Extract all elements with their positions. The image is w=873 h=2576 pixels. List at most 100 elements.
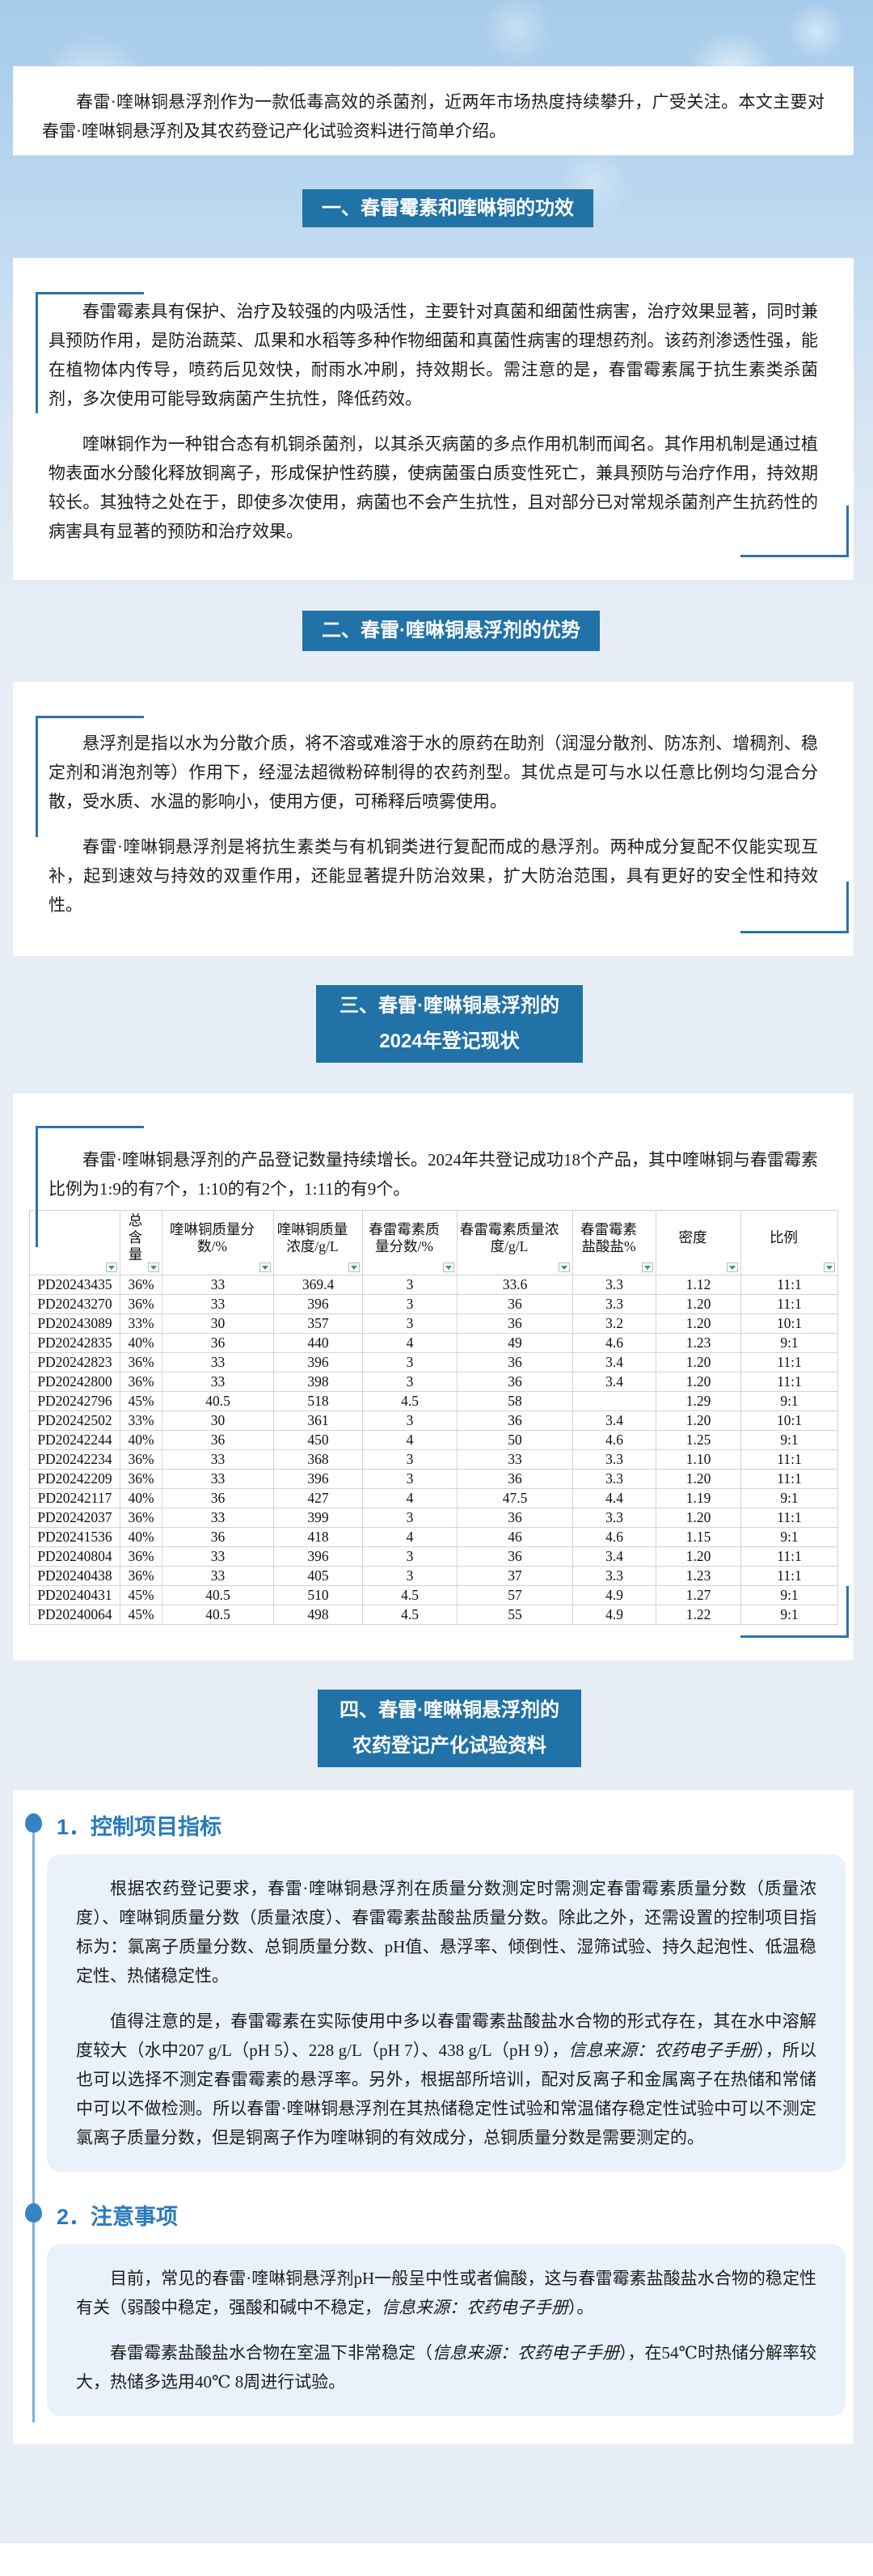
- section-2-paragraphs: 悬浮剂是指以水为分散介质，将不溶或难溶于水的原药在助剂（润湿分散剂、防冻剂、增稠…: [48, 729, 818, 920]
- table-cell: 3: [362, 1449, 458, 1470]
- table-row: PD20242234 36% 33 368 3 33 3.3 1.10 11:1: [29, 1449, 838, 1470]
- paragraph: 悬浮剂是指以水为分散介质，将不溶或难溶于水的原药在助剂（润湿分散剂、防冻剂、增稠…: [48, 734, 818, 811]
- section-3-paragraphs: 春雷·喹啉铜悬浮剂的产品登记数量持续增长。2024年共登记成功18个产品，其中喹…: [48, 1145, 818, 1203]
- table-cell: 30: [162, 1313, 274, 1334]
- table-cell: 9:1: [740, 1391, 838, 1411]
- table-cell: 40.5: [162, 1605, 274, 1625]
- table-cell: 10:1: [740, 1313, 838, 1334]
- table-cell: 1.15: [656, 1527, 741, 1547]
- table-cell: 11:1: [740, 1352, 838, 1373]
- table-cell: 36: [457, 1546, 573, 1567]
- table-cell: 36%: [120, 1352, 162, 1373]
- table-header-cell: 喹啉铜质量分数/%: [162, 1210, 274, 1275]
- table-row: PD20242796 45% 40.5 518 4.5 58 1.29 9:1: [29, 1391, 838, 1411]
- table-cell: 4.9: [572, 1605, 656, 1625]
- table-cell: 10:1: [740, 1411, 838, 1431]
- table-cell: PD20241536: [29, 1527, 120, 1547]
- table-cell: 45%: [120, 1391, 162, 1411]
- table-cell: 1.27: [656, 1585, 741, 1605]
- filter-dropdown-icon[interactable]: [727, 1263, 738, 1272]
- subsection-2-heading: 2．注意事项: [57, 2205, 179, 2229]
- table-cell: 4.9: [572, 1585, 656, 1605]
- table-row: PD20242117 40% 36 427 4 47.5 4.4 1.19 9:1: [29, 1488, 838, 1508]
- table-cell: 1.20: [656, 1294, 741, 1314]
- filter-dropdown-icon[interactable]: [642, 1263, 653, 1272]
- table-cell: 46: [457, 1527, 573, 1547]
- table-row: PD20242209 36% 33 396 3 36 3.3 1.20 11:1: [29, 1469, 838, 1489]
- table-cell: 36%: [120, 1275, 162, 1295]
- table-cell: 36: [162, 1333, 274, 1353]
- table-cell: PD20243435: [29, 1275, 120, 1295]
- table-cell: 3.3: [572, 1294, 656, 1314]
- table-cell: 3.3: [572, 1469, 656, 1489]
- section-3-header: 三、春雷·喹啉铜悬浮剂的 2024年登记现状: [316, 985, 583, 1063]
- filter-dropdown-icon[interactable]: [824, 1263, 835, 1272]
- table-cell: 396: [273, 1546, 363, 1567]
- table-cell: 427: [273, 1488, 363, 1508]
- table-cell: 4.6: [572, 1527, 656, 1547]
- drop-bullet-icon: [25, 2203, 42, 2223]
- filter-dropdown-icon[interactable]: [559, 1263, 570, 1272]
- section-4-card: 1．控制项目指标 根据农药登记要求，春雷·喹啉铜悬浮剂在质量分数测定时需测定春雷…: [13, 1790, 854, 2444]
- table-cell: 33.6: [457, 1275, 573, 1295]
- table-row: PD20240431 45% 40.5 510 4.5 57 4.9 1.27 9:1: [29, 1585, 838, 1605]
- table-cell: 36: [457, 1411, 573, 1431]
- section-2-title: 二、春雷·喹啉铜悬浮剂的优势: [322, 620, 580, 641]
- table-cell: 3: [362, 1275, 458, 1295]
- table-cell: PD20242835: [29, 1333, 120, 1353]
- subsection-1-heading-row: 1．控制项目指标: [13, 1811, 829, 1843]
- paragraph: 目前，常见的春雷·喹啉铜悬浮剂pH一般呈中性或者偏酸，这与春雷霉素盐酸盐水合物的…: [76, 2269, 816, 2317]
- table-cell: 3.4: [572, 1352, 656, 1373]
- table-cell: 4.5: [362, 1391, 458, 1411]
- table-cell: 357: [273, 1313, 363, 1334]
- filter-dropdown-icon[interactable]: [106, 1263, 117, 1272]
- table-cell: 36: [457, 1352, 573, 1373]
- table-header-cell: 总含量: [120, 1210, 162, 1275]
- filter-dropdown-icon[interactable]: [443, 1263, 454, 1272]
- section-3-card: 春雷·喹啉铜悬浮剂的产品登记数量持续增长。2024年共登记成功18个产品，其中喹…: [13, 1093, 854, 1660]
- section-4-title-line2: 农药登记产化试验资料: [352, 1735, 546, 1757]
- table-cell: 1.19: [656, 1488, 741, 1508]
- table-cell: 1.20: [656, 1508, 741, 1528]
- table-row: PD20242037 36% 33 399 3 36 3.3 1.20 11:1: [29, 1508, 838, 1528]
- table-cell: 1.22: [656, 1605, 741, 1625]
- table-cell: 11:1: [740, 1469, 838, 1489]
- table-cell: 33: [162, 1294, 274, 1314]
- table-cell: 418: [273, 1527, 363, 1547]
- table-cell: 3: [362, 1566, 458, 1586]
- paragraph: 春雷霉素具有保护、治疗及较强的内吸活性，主要针对真菌和细菌性病害，治疗效果显著，…: [48, 302, 818, 408]
- table-cell: 36: [162, 1430, 274, 1450]
- filter-dropdown-icon[interactable]: [148, 1263, 159, 1272]
- table-row: PD20243435 36% 33 369.4 3 33.6 3.3 1.12 11:1: [29, 1275, 838, 1295]
- table-cell: PD20243270: [29, 1294, 120, 1314]
- table-row: PD20242835 40% 36 440 4 49 4.6 1.23 9:1: [29, 1333, 838, 1353]
- table-cell: 3.2: [572, 1313, 656, 1334]
- table-cell: 50: [457, 1430, 573, 1450]
- table-row: PD20240438 36% 33 405 3 37 3.3 1.23 11:1: [29, 1566, 838, 1586]
- table-cell: 11:1: [740, 1449, 838, 1470]
- table-cell: 4: [362, 1430, 458, 1450]
- table-cell: PD20242209: [29, 1469, 120, 1489]
- table-cell: 498: [273, 1605, 363, 1625]
- table-cell: PD20240064: [29, 1605, 120, 1625]
- table-cell: 368: [273, 1449, 363, 1470]
- table-cell: 3.4: [572, 1411, 656, 1431]
- table-header-row: 总含量 喹啉铜质量分数/% 喹啉铜质量浓度/g/L 春雷霉素质量分数/% 春雷霉素质量浓…: [29, 1210, 838, 1275]
- table-cell: 1.23: [656, 1333, 741, 1353]
- table-cell: 11:1: [740, 1566, 838, 1586]
- table-cell: 33%: [120, 1411, 162, 1431]
- table-cell: 40.5: [162, 1585, 274, 1605]
- table-cell: 3: [362, 1411, 458, 1431]
- table-cell: 57: [457, 1585, 573, 1605]
- table-cell: 9:1: [740, 1333, 838, 1353]
- table-row: PD20242823 36% 33 396 3 36 3.4 1.20 11:1: [29, 1352, 838, 1373]
- section-1-card: 春雷霉素具有保护、治疗及较强的内吸活性，主要针对真菌和细菌性病害，治疗效果显著，…: [13, 258, 854, 580]
- table-cell: 40.5: [162, 1391, 274, 1411]
- table-cell: PD20240431: [29, 1585, 120, 1605]
- table-cell: 399: [273, 1508, 363, 1528]
- filter-dropdown-icon[interactable]: [348, 1263, 360, 1272]
- intro-paragraph: 春雷·喹啉铜悬浮剂作为一款低毒高效的杀菌剂，近两年市场热度持续攀升，广受关注。本…: [42, 92, 824, 141]
- table-cell: 4: [362, 1488, 458, 1508]
- filter-dropdown-icon[interactable]: [259, 1263, 271, 1272]
- paragraph: 春雷·喹啉铜悬浮剂的产品登记数量持续增长。2024年共登记成功18个产品，其中喹…: [48, 1150, 818, 1199]
